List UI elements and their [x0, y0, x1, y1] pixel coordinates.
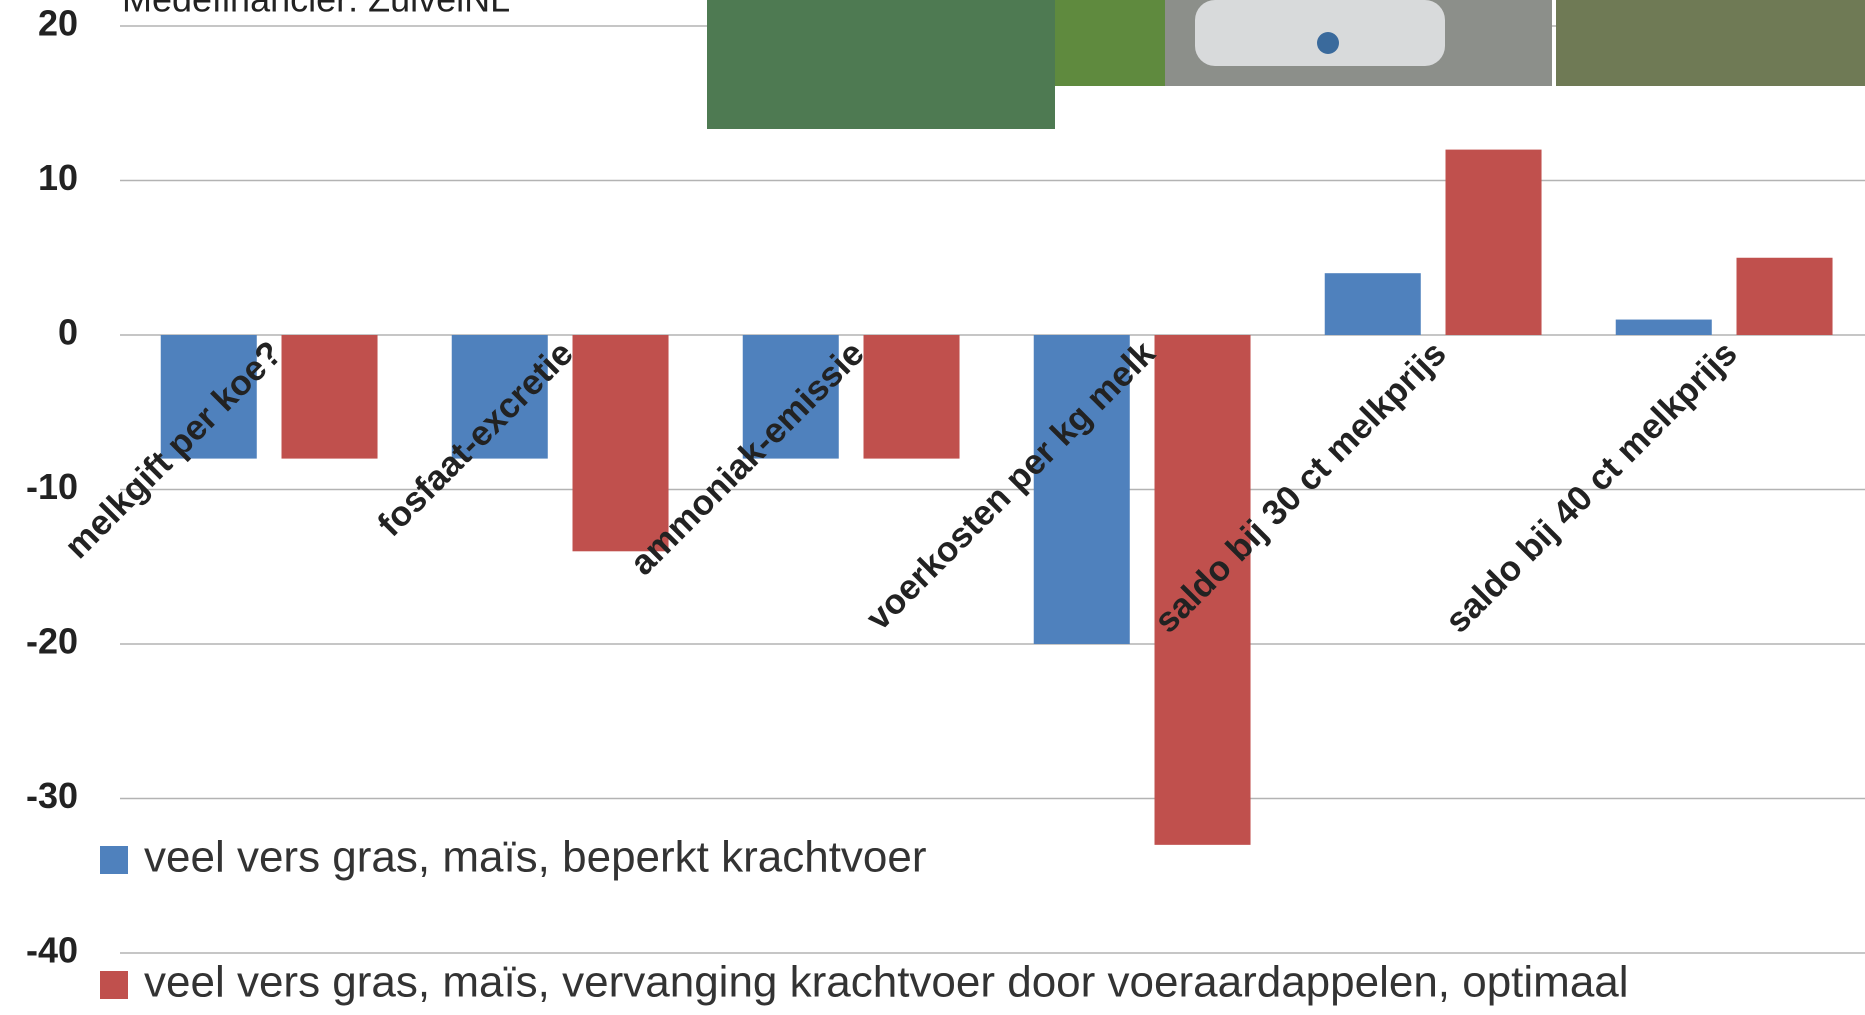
- y-tick-label: -10: [26, 466, 78, 507]
- bar: [1737, 258, 1833, 335]
- y-tick-label: -30: [26, 775, 78, 816]
- bar: [282, 335, 378, 459]
- photo-field: [1055, 0, 1165, 86]
- y-tick-label: -20: [26, 621, 78, 662]
- legend-label: veel vers gras, maïs, vervanging krachtv…: [144, 958, 1629, 1007]
- photo-hands: [1556, 0, 1865, 86]
- legend-swatch: [100, 846, 128, 874]
- legend-swatch: [100, 971, 128, 999]
- y-tick-label: 0: [58, 312, 78, 353]
- photo-grass: [707, 0, 1055, 129]
- bar: [1325, 273, 1421, 335]
- device: [1195, 0, 1445, 66]
- y-tick-label: -40: [26, 930, 78, 971]
- bar: [864, 335, 960, 459]
- bar: [573, 335, 669, 551]
- bar: [1446, 150, 1542, 335]
- y-tick-label: 10: [38, 157, 78, 198]
- device-button: [1317, 32, 1339, 54]
- chart: Medefinancier: ZuivelNL -40 -30 -20 -10 0 10 2…: [0, 0, 1865, 1015]
- legend-label: veel vers gras, maïs, beperkt krachtvoer: [144, 833, 927, 882]
- bar: [1616, 320, 1712, 335]
- y-tick-label: 20: [38, 3, 78, 44]
- header-text: Medefinancier: ZuivelNL: [122, 0, 510, 20]
